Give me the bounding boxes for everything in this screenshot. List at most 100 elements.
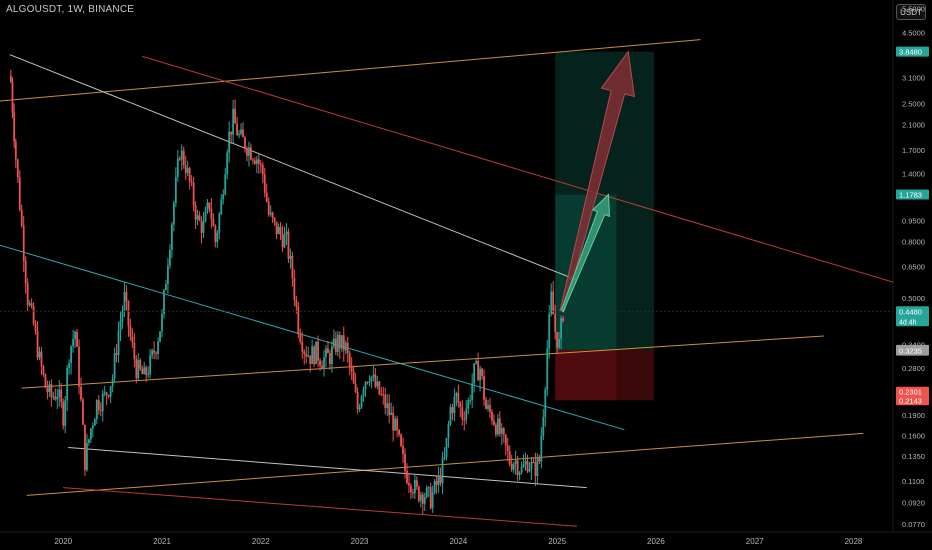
candle-body [76, 331, 78, 347]
candle-body [26, 282, 29, 305]
candle-body [528, 469, 531, 472]
candle-body [143, 367, 146, 375]
candle-body [153, 350, 156, 353]
candle-body [117, 331, 120, 355]
candle-body [137, 360, 140, 379]
trend-line-white[interactable] [68, 446, 587, 489]
candle-body [534, 462, 537, 477]
candle-body [113, 353, 116, 379]
candle-body [368, 381, 371, 383]
candle-body [212, 218, 215, 226]
price-tick-label: 0.1100 [902, 477, 924, 486]
trend-line-orange[interactable] [21, 335, 824, 389]
trend-line-red[interactable] [63, 487, 577, 527]
price-tick-label: 0.2800 [902, 364, 925, 373]
time-tick-label: 2021 [153, 537, 171, 546]
price-label-text: 3.8480 [899, 48, 922, 57]
candle-body [111, 378, 114, 387]
candle-body [32, 305, 35, 324]
candle-body [34, 323, 37, 331]
candle-body [52, 396, 55, 398]
candle-body [216, 232, 219, 243]
candle-body [97, 400, 100, 411]
candle-body [190, 181, 193, 183]
candle-body [13, 112, 16, 142]
candle-body [198, 215, 201, 221]
price-label-badge [896, 395, 929, 406]
candle-body [319, 360, 321, 366]
candle-body [293, 277, 296, 300]
candle-body [167, 265, 169, 285]
trend-line-cyan[interactable] [0, 223, 625, 431]
candle-body [449, 407, 452, 425]
countdown-label: 4d 4h [899, 319, 917, 326]
candle-body [147, 374, 150, 376]
candle-body [510, 463, 513, 470]
candle-body [72, 339, 74, 347]
trend-line-orange[interactable] [26, 432, 864, 496]
candle-body [313, 346, 316, 365]
candle-body [540, 436, 543, 462]
candle-body [522, 464, 525, 467]
candle-body [358, 407, 361, 410]
candle-body [441, 458, 444, 484]
candle-body [246, 149, 248, 156]
candle-body [159, 331, 161, 342]
candle-body [412, 492, 414, 494]
projection-arrows [559, 50, 635, 313]
price-tick-label: 3.1000 [902, 74, 925, 83]
trend-line-white[interactable] [9, 54, 578, 281]
candle-body [556, 332, 559, 348]
candle-body [479, 368, 481, 381]
candle-body [250, 147, 252, 160]
candle-body [123, 291, 126, 311]
candle-body [109, 386, 112, 397]
candle-body [498, 418, 501, 434]
candle-body [471, 383, 474, 400]
time-tick-label: 2022 [252, 537, 270, 546]
currency-unit-button[interactable]: USDT [896, 4, 926, 20]
candle-body [283, 234, 286, 248]
candle-body [129, 325, 132, 337]
candle-body [172, 202, 175, 225]
candle-body [70, 346, 73, 364]
candle-body [494, 424, 497, 435]
candle-body [210, 208, 213, 219]
trend-lines [0, 39, 894, 527]
candle-body [121, 310, 124, 322]
price-tick-label: 0.9500 [902, 217, 925, 226]
candle-body [550, 291, 553, 314]
candle-body [64, 400, 67, 426]
trend-line-red[interactable] [142, 55, 894, 283]
candle-body [263, 174, 266, 193]
candle-body [82, 399, 84, 425]
candle-body [489, 405, 491, 412]
candle-body [38, 351, 41, 358]
candle-body [255, 159, 258, 164]
inner-stop-zone [555, 349, 617, 401]
price-label-text: 0.2301 [899, 388, 922, 397]
candle-body [487, 405, 489, 409]
candle-body [238, 134, 240, 136]
trend-line-orange[interactable] [0, 39, 701, 102]
candle-body [305, 353, 308, 357]
candle-body [400, 434, 402, 447]
candle-body [558, 338, 561, 348]
candle-body [230, 131, 233, 135]
candle-body [226, 152, 229, 175]
candle-body [327, 348, 329, 354]
candle-body [259, 163, 262, 165]
candle-body [149, 355, 152, 375]
candle-body [366, 382, 369, 384]
candle-body [9, 75, 12, 82]
candle-body [125, 291, 128, 302]
candle-body [352, 371, 355, 384]
candle-body [141, 368, 144, 375]
candle-body [502, 428, 505, 435]
candle-body [342, 335, 345, 351]
candle-body [370, 376, 373, 382]
candle-body [182, 150, 185, 166]
candle-body [54, 396, 57, 400]
candle-body [269, 212, 272, 215]
